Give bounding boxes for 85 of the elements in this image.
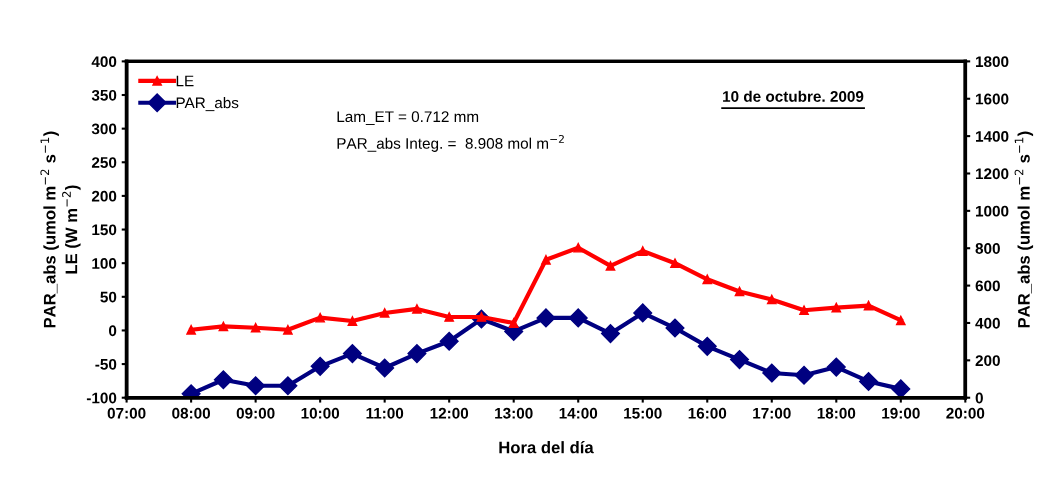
point (310, 356, 330, 376)
point (799, 305, 809, 316)
point (766, 294, 777, 305)
text: PAR_abs (umol m$^{−2}$ s$^{−1}$) LE (W m$^{−2}$) (40, 131, 81, 328)
legend-label: LE (176, 75, 194, 87)
point (670, 258, 680, 269)
point (665, 318, 685, 338)
x-tick-label: 20:00 (946, 407, 985, 419)
x-tick-label: 10:00 (301, 407, 340, 419)
y2-tick-label: 800 (975, 243, 1000, 254)
y-tick-label: 250 (91, 157, 117, 168)
point (213, 370, 233, 390)
point (605, 261, 616, 271)
y2-tick-label: 0 (975, 392, 983, 404)
point (278, 376, 298, 396)
y-tick-label: 350 (91, 89, 117, 101)
point (536, 308, 556, 328)
point (283, 324, 293, 335)
point (762, 363, 782, 383)
point (826, 357, 846, 377)
point (633, 303, 653, 323)
y-tick-label: 300 (91, 123, 117, 135)
x-tick-label: 07:00 (107, 407, 146, 419)
y-tick-label: 0 (108, 325, 117, 337)
point (347, 316, 358, 326)
point (246, 376, 266, 396)
point (541, 254, 551, 265)
y-tick-label: -100 (86, 392, 117, 404)
y-tick-label: 200 (91, 190, 117, 202)
annotation: 10 de octubre. 2009 (723, 90, 864, 102)
legend-label: PAR_abs (176, 97, 239, 112)
x-tick-label: 13:00 (495, 407, 533, 419)
x-tick-label: 17:00 (753, 407, 791, 419)
y-tick-label: 50 (100, 291, 117, 303)
x-axis-title: Hora del día (499, 440, 594, 454)
y2-tick-label: 400 (975, 317, 1000, 329)
y-tick-label: 100 (92, 258, 117, 269)
point (702, 274, 713, 285)
x-tick-label: 14:00 (559, 407, 598, 419)
y2-tick-label: 200 (975, 355, 1000, 367)
annotation: PAR_abs Integ. = 8.908 mol m$^{−2}$ (337, 134, 564, 152)
point (375, 358, 395, 378)
point (697, 336, 717, 356)
y-tick-label: 150 (92, 224, 117, 236)
y2-tick-label: 600 (975, 280, 1000, 292)
point (859, 371, 879, 391)
x-tick-label: 08:00 (172, 407, 211, 419)
point (379, 308, 390, 318)
point (794, 365, 814, 385)
point (407, 344, 427, 364)
point (508, 318, 519, 328)
point (637, 246, 648, 256)
point (891, 379, 911, 398)
point (831, 302, 842, 313)
x-tick-label: 09:00 (236, 407, 275, 419)
y2-axis-title: PAR_abs (umol m$^{−2}$ s$^{−1}$) (1014, 131, 1034, 328)
x-tick-label: 12:00 (430, 407, 469, 419)
point (863, 300, 874, 311)
x-tick-label: 15:00 (624, 407, 662, 419)
annotation: Lam_ET = 0.712 mm (337, 111, 479, 125)
point (895, 315, 906, 326)
point (218, 321, 229, 332)
point (186, 324, 196, 335)
point (412, 304, 422, 314)
x-tick-label: 16:00 (688, 407, 727, 419)
point (573, 242, 584, 253)
point (729, 350, 750, 370)
point (734, 286, 745, 297)
y2-tick-label: 1000 (976, 205, 1009, 217)
point (250, 322, 261, 333)
point (315, 312, 326, 323)
point (568, 308, 588, 328)
point (600, 324, 621, 344)
y-tick-label: 400 (91, 56, 117, 68)
x-tick-label: 18:00 (817, 407, 856, 419)
x-tick-label: 19:00 (882, 407, 920, 419)
y2-tick-label: 1600 (976, 93, 1009, 105)
y-tick-label: -50 (95, 358, 117, 370)
point (439, 331, 459, 351)
y2-tick-label: 1800 (976, 56, 1009, 68)
point (444, 312, 455, 322)
y2-tick-label: 1400 (976, 130, 1009, 142)
x-tick-label: 11:00 (366, 407, 404, 419)
point (342, 344, 362, 364)
y2-tick-label: 1200 (976, 168, 1009, 180)
